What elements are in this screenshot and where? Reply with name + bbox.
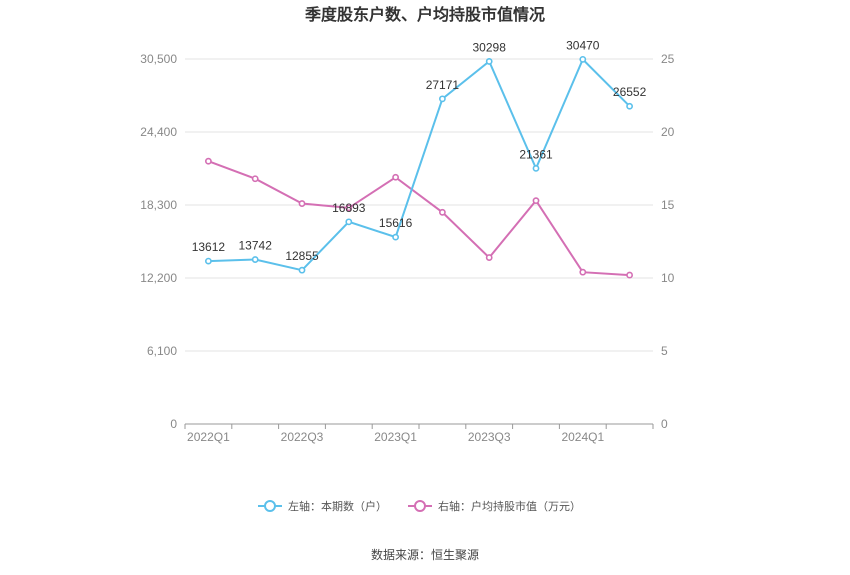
data-point[interactable] — [485, 254, 493, 261]
data-point[interactable] — [532, 164, 540, 172]
data-point[interactable] — [204, 157, 212, 165]
data-point[interactable] — [345, 204, 353, 212]
x-tick-label: 2022Q3 — [281, 430, 324, 444]
data-label: 26552 — [613, 85, 647, 99]
grid-lines — [185, 58, 653, 352]
x-tick-label: 2024Q1 — [561, 430, 604, 444]
right-y-tick-label: 25 — [661, 52, 675, 66]
left-y-tick-label: 18,300 — [140, 198, 177, 212]
series-right — [204, 157, 633, 279]
data-point[interactable] — [298, 200, 306, 207]
left-y-tick-label: 6,100 — [147, 344, 177, 358]
legend[interactable]: 左轴：本期数（户） 右轴：户均持股市值（万元） — [258, 499, 581, 513]
data-point[interactable] — [392, 233, 399, 241]
series-line — [208, 57, 631, 272]
data-point[interactable] — [626, 102, 633, 110]
legend-label: 左轴：本期数（户） — [288, 499, 387, 513]
data-label: 13742 — [239, 239, 273, 253]
data-point[interactable] — [251, 175, 259, 183]
right-y-tick-label: 5 — [661, 344, 668, 358]
legend-item[interactable]: 右轴：户均持股市值（万元） — [408, 499, 581, 513]
data-point[interactable] — [438, 208, 446, 216]
left-y-tick-label: 30,500 — [140, 52, 177, 66]
data-point[interactable] — [298, 266, 306, 274]
data-label: 13612 — [192, 240, 226, 254]
data-point[interactable] — [485, 58, 493, 65]
data-label: 27171 — [426, 78, 460, 92]
right-y-tick-label: 20 — [661, 125, 675, 139]
left-y-tick-label: 24,400 — [140, 125, 177, 139]
data-label: 30470 — [566, 38, 600, 52]
data-label: 16893 — [332, 201, 366, 215]
right-y-tick-label: 10 — [661, 271, 675, 285]
series-left: 13612 13742 12855 16893 15616 27171 30298 21361… — [192, 38, 647, 274]
data-label: 15616 — [379, 216, 413, 230]
x-tick-label: 2023Q1 — [374, 430, 417, 444]
left-y-tick-label: 0 — [170, 417, 177, 431]
data-point[interactable] — [532, 197, 540, 205]
source-note: 数据来源：恒生聚源 — [371, 547, 479, 562]
data-point[interactable] — [345, 218, 353, 226]
right-y-tick-label: 15 — [661, 198, 675, 212]
series-line — [208, 160, 630, 277]
data-label: 30298 — [473, 40, 507, 54]
data-label: 21361 — [519, 147, 553, 161]
left-y-tick-label: 12,200 — [140, 271, 177, 285]
data-label: 12855 — [285, 249, 319, 263]
legend-swatch-marker — [264, 500, 276, 512]
x-tick-label: 2022Q1 — [187, 430, 230, 444]
data-point[interactable] — [626, 271, 633, 279]
data-point[interactable] — [392, 173, 399, 181]
axes: 0 6,100 12,200 18,300 24,400 30,500 0 5 10 15 20 25… — [140, 52, 674, 444]
x-tick-label: 2023Q3 — [468, 430, 511, 444]
right-y-tick-label: 0 — [661, 417, 668, 431]
series-layer: 13612 13742 12855 16893 15616 27171 30298 21361… — [192, 38, 647, 279]
data-point[interactable] — [579, 268, 587, 276]
data-point[interactable] — [204, 257, 212, 265]
legend-label: 右轴：户均持股市值（万元） — [438, 499, 581, 513]
chart-title: 季度股东户数、户均持股市值情况 — [304, 5, 545, 24]
legend-item[interactable]: 左轴：本期数（户） — [258, 499, 387, 513]
data-point[interactable] — [579, 55, 587, 63]
data-point[interactable] — [438, 95, 446, 103]
data-point[interactable] — [251, 256, 259, 263]
legend-swatch-marker — [414, 500, 426, 512]
